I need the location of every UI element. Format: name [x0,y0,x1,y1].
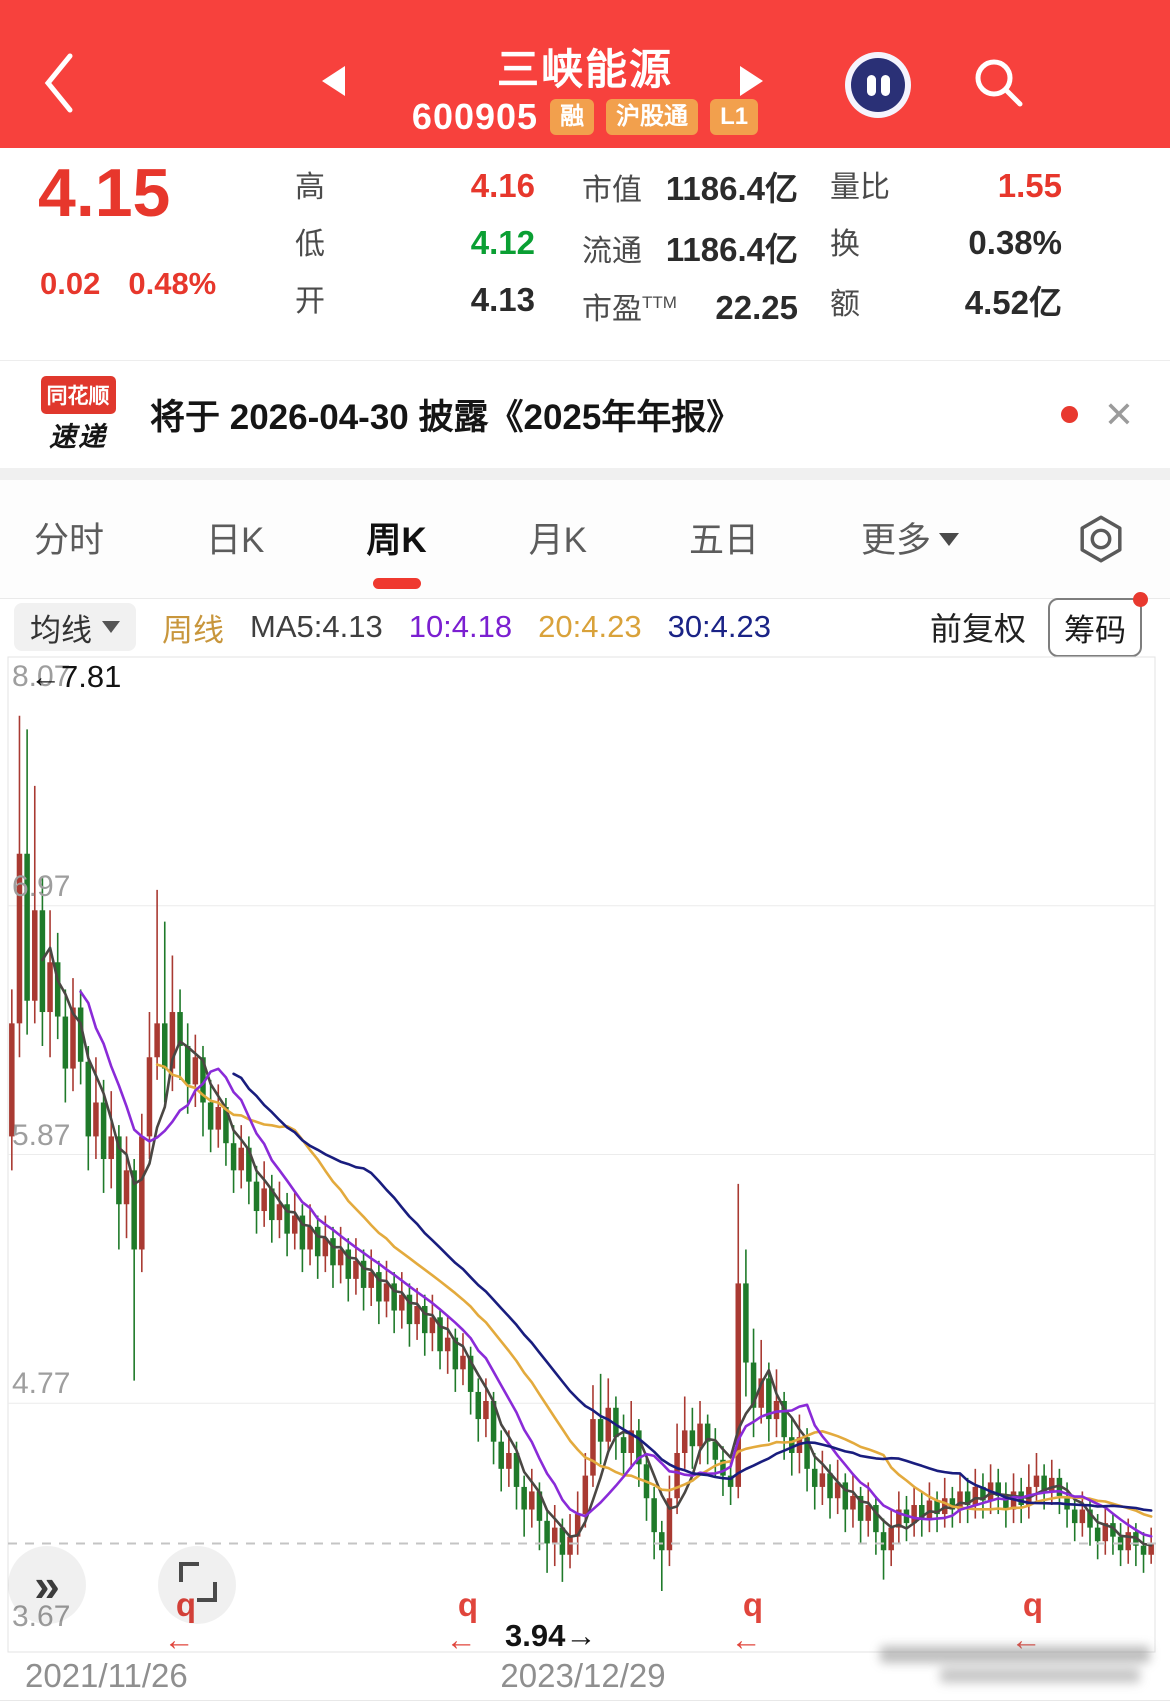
period-tab-bar: 分时 日K 周K 月K 五日 更多 [0,480,1170,598]
ma20-value: 20:4.23 [538,609,642,644]
ai-assistant-icon[interactable] [845,52,911,118]
ex-rights-marker: q ← [730,1586,764,1657]
adjust-mode-toggle[interactable]: 前复权 [929,611,1026,647]
robot-eye [867,75,876,96]
turnover-label: 换 [830,228,860,261]
tab-minute[interactable]: 分时 [34,520,105,560]
stock-code: 600905 [411,96,539,137]
last-price: 4.15 [38,155,171,231]
logo-bottom-text: 速递 [49,421,107,452]
highest-price-annotation: ←7.81 [30,659,122,694]
chart-settings-icon[interactable] [1076,514,1126,564]
chips-distribution-button[interactable]: 筹码 [1048,591,1148,657]
volratio-value: 1.55 [997,167,1062,204]
period-label: 周线 [162,612,224,648]
expand-corner-icon [179,1562,199,1582]
tab-more[interactable]: 更多 [861,512,960,567]
section-divider [0,468,1170,480]
expand-corner-icon [197,1582,217,1602]
search-icon[interactable] [968,52,1030,114]
code-row: 600905 融 沪股通 L1 [0,96,1170,138]
pe-ttm-suffix: TTM [642,293,677,312]
collapse-panel-button[interactable]: » [8,1546,86,1624]
unread-dot [1060,406,1078,423]
lowest-price-annotation: 3.94→ [505,1618,597,1653]
tab-monthly-k[interactable]: 月K [528,520,588,560]
quote-col-ohl: 高 4.16 低 4.12 开 4.13 [295,162,535,320]
hk-connect-badge: 沪股通 [606,99,699,135]
ma30-value: 30:4.23 [667,609,772,644]
logo-top-text: 同花顺 [40,375,116,414]
divider [0,360,1170,361]
next-stock-icon[interactable] [740,66,763,96]
ma-selector-button[interactable]: 均线 [14,603,136,651]
tab-five-day[interactable]: 五日 [689,520,760,560]
y-axis-label: 5.87 [12,1119,71,1152]
float-value: 1186.4亿 [665,231,798,268]
prev-stock-icon[interactable] [322,66,345,96]
close-icon[interactable]: ✕ [1103,393,1134,435]
back-button[interactable] [40,50,80,116]
ths-express-logo: 同花顺 速递 [32,375,124,454]
robot-face [851,58,905,112]
open-value: 4.13 [470,281,535,318]
volratio-label: 量比 [830,171,890,204]
divider [0,1700,1170,1701]
ex-rights-marker: q ← [445,1586,479,1657]
quote-col-cap: 市值 1186.4亿 流通 1186.4亿 市盈TTM 22.25 [582,162,798,328]
tab-daily-k[interactable]: 日K [206,520,265,560]
robot-eye [881,75,890,96]
mktcap-label: 市值 [582,174,642,207]
amount-label: 额 [830,288,860,321]
tab-weekly-k[interactable]: 周K [366,512,426,567]
price-change: 0.02 [40,266,101,301]
chevron-down-icon [939,532,960,546]
kline-chart[interactable] [8,655,1155,1652]
divider [0,598,1170,599]
level1-badge: L1 [710,99,759,135]
ma10-value: 10:4.18 [408,609,513,644]
x-axis-label: 2021/11/26 [25,1657,188,1694]
y-axis-label: 6.97 [12,870,71,903]
low-label: 低 [295,228,325,261]
quote-col-volume: 量比 1.55 换 0.38% 额 4.52亿 [830,162,1062,324]
turnover-value: 0.38% [968,224,1062,261]
fullscreen-button[interactable] [158,1546,236,1624]
news-banner-text[interactable]: 将于 2026-04-30 披露《2025年年报》 [150,398,742,437]
page-title: 三峡能源 [496,46,673,93]
high-label: 高 [295,171,325,204]
pe-value: 22.25 [715,289,798,326]
amount-value: 4.52亿 [964,284,1062,321]
margin-badge: 融 [550,99,595,135]
high-value: 4.16 [470,167,535,204]
chevron-down-icon [102,621,120,633]
quote-section: 4.15 0.02 0.48% 高 4.16 低 4.12 开 4.13 市值 1186… [0,148,1170,360]
indicator-row: 均线 周线 MA5:4.13 10:4.18 20:4.23 30:4.23 前… [0,591,1170,657]
x-axis-label: 2023/12/29 [500,1657,666,1694]
price-change-pct: 0.48% [128,266,217,301]
price-change-row: 0.02 0.48% [40,266,216,302]
ma5-value: MA5:4.13 [250,609,383,644]
header-bar: 三峡能源 600905 融 沪股通 L1 [0,0,1170,148]
watermark-blur [880,1644,1156,1688]
float-label: 流通 [582,235,642,268]
news-banner[interactable]: 同花顺 速递 将于 2026-04-30 披露《2025年年报》 ✕ [0,361,1170,468]
low-value: 4.12 [470,224,535,261]
notification-dot [1133,591,1148,607]
y-axis-label: 4.77 [12,1367,71,1400]
mktcap-value: 1186.4亿 [665,170,798,207]
open-label: 开 [295,285,325,318]
pe-label: 市盈TTM [582,293,677,326]
